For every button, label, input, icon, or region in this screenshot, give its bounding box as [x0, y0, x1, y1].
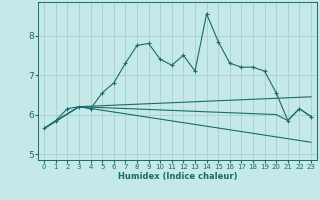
- X-axis label: Humidex (Indice chaleur): Humidex (Indice chaleur): [118, 172, 237, 181]
